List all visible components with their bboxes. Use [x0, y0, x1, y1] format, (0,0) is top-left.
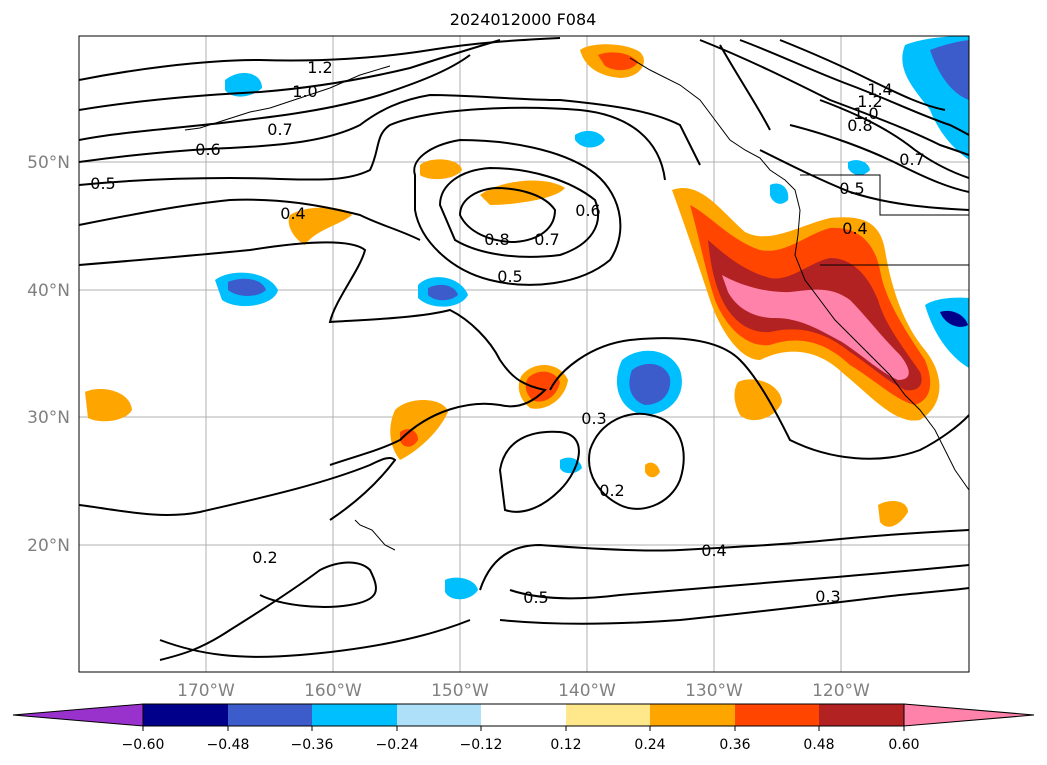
- contour-label: 0.6: [575, 201, 600, 220]
- map-frame: [78, 35, 970, 673]
- colorbar-tick-label: −0.24: [376, 737, 419, 753]
- colorbar-segment: [735, 704, 819, 726]
- colorbar-tick-label: 0.24: [634, 737, 665, 753]
- contour-label: 0.7: [534, 230, 559, 249]
- colorbar-tick-label: 0.36: [719, 737, 750, 753]
- contour-label: 0.5: [839, 179, 864, 198]
- colorbar-segment: [143, 704, 228, 726]
- contour-label: 0.4: [280, 204, 305, 223]
- colorbar-tick-label: −0.60: [122, 737, 165, 753]
- lat-label: 30°N: [27, 408, 70, 428]
- contour-label: 0.7: [899, 150, 924, 169]
- contour-label: 0.5: [523, 588, 548, 607]
- contour-label: 0.5: [90, 174, 115, 193]
- lon-label: 140°W: [558, 681, 616, 701]
- colorbar: −0.60 −0.48 −0.36 −0.24 −0.12 0.12 0.24 …: [12, 703, 1035, 753]
- contour-label: 0.2: [599, 481, 624, 500]
- contour-label-group: 1.2 1.0 0.7 0.6 0.5 0.4 0.8 0.7 0.6 0.5 …: [90, 58, 924, 607]
- colorbar-low-extension: [12, 703, 144, 727]
- contour-label: 0.2: [252, 548, 277, 567]
- lon-label: 130°W: [685, 681, 743, 701]
- longitude-labels: 170°W 160°W 150°W 140°W 130°W 120°W: [177, 681, 870, 701]
- colorbar-segment: [312, 704, 397, 726]
- contour-label: 0.4: [701, 541, 726, 560]
- colorbar-tick-label: −0.48: [207, 737, 250, 753]
- map-title: 2024012000 F084: [450, 10, 597, 29]
- colorbar-segment: [228, 704, 312, 726]
- contour-label: 0.4: [842, 219, 867, 238]
- lon-label: 160°W: [304, 681, 362, 701]
- lat-label: 50°N: [27, 153, 70, 173]
- colorbar-tick-label: 0.48: [803, 737, 834, 753]
- lon-label: 150°W: [431, 681, 489, 701]
- colorbar-tick-label: 0.12: [550, 737, 581, 753]
- lon-label: 170°W: [177, 681, 235, 701]
- contour-lines: [79, 37, 969, 661]
- colorbar-tick-label: −0.36: [291, 737, 334, 753]
- colorbar-tick-label: −0.12: [460, 737, 503, 753]
- contour-label: 0.8: [847, 116, 872, 135]
- contour-label: 1.2: [307, 58, 332, 77]
- contour-label: 1.4: [867, 80, 892, 99]
- contour-label: 1.0: [292, 82, 317, 101]
- colorbar-high-extension: [903, 703, 1035, 727]
- contour-label: 0.8: [484, 230, 509, 249]
- colorbar-segment: [819, 704, 904, 726]
- contour-label: 0.3: [581, 409, 606, 428]
- lat-label: 40°N: [27, 281, 70, 301]
- colorbar-segment: [566, 704, 650, 726]
- contour-label: 0.6: [195, 140, 220, 159]
- colorbar-segment: [481, 704, 566, 726]
- contour-label: 1.2: [857, 92, 882, 111]
- colorbar-ticks: [142, 726, 905, 731]
- contour-label: 0.7: [267, 120, 292, 139]
- contour-label: 0.3: [815, 587, 840, 606]
- colorbar-segment: [650, 704, 735, 726]
- lat-label: 20°N: [27, 536, 70, 556]
- colorbar-tick-label: 0.60: [888, 737, 919, 753]
- map-area: 1.2 1.0 0.7 0.6 0.5 0.4 0.8 0.7 0.6 0.5 …: [79, 36, 969, 672]
- colorbar-segment: [397, 704, 481, 726]
- lon-label: 120°W: [812, 681, 870, 701]
- contour-label: 0.5: [497, 267, 522, 286]
- latitude-labels: 50°N 40°N 30°N 20°N: [27, 153, 70, 556]
- contour-label: 1.0: [853, 104, 878, 123]
